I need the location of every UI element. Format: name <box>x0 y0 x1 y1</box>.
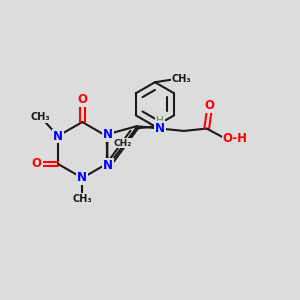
Text: CH₃: CH₃ <box>31 112 50 122</box>
Text: O: O <box>205 99 215 112</box>
Text: O-H: O-H <box>223 132 248 146</box>
Text: H: H <box>156 116 164 126</box>
Text: N: N <box>53 130 63 142</box>
Text: N: N <box>103 159 113 172</box>
Text: CH₃: CH₃ <box>172 74 191 84</box>
Text: O: O <box>32 158 42 170</box>
Text: CH₂: CH₂ <box>113 139 132 148</box>
Text: N: N <box>155 122 165 135</box>
Text: N: N <box>103 128 113 141</box>
Text: O: O <box>77 93 87 106</box>
Text: N: N <box>77 172 87 184</box>
Text: CH₃: CH₃ <box>73 194 92 204</box>
